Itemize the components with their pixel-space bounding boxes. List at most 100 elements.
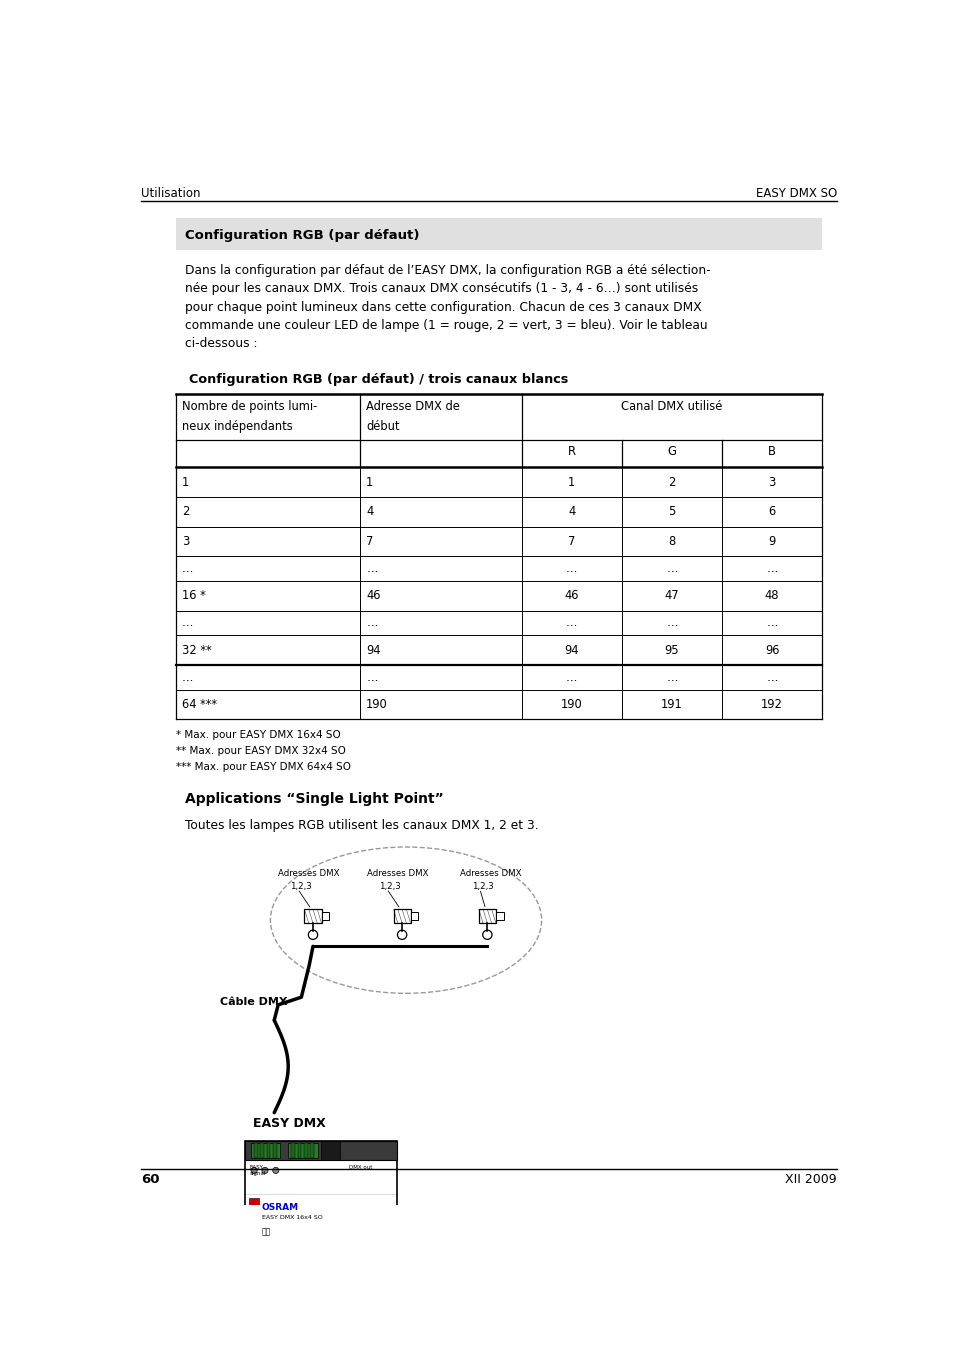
Bar bbox=[300, 1267, 308, 1277]
Text: 48: 48 bbox=[764, 589, 779, 603]
Bar bbox=[275, 1267, 283, 1277]
FancyArrow shape bbox=[496, 913, 503, 921]
Bar bbox=[355, 1282, 359, 1297]
Text: *** Max. pour EASY DMX 64x4 SO: *** Max. pour EASY DMX 64x4 SO bbox=[175, 762, 351, 772]
Bar bbox=[280, 1282, 284, 1297]
Text: 1: 1 bbox=[567, 475, 575, 489]
Text: 2: 2 bbox=[667, 475, 675, 489]
Text: 1: 1 bbox=[182, 475, 189, 489]
Text: EASY
signal: EASY signal bbox=[249, 1164, 266, 1175]
Text: …: … bbox=[366, 562, 377, 575]
Text: 94: 94 bbox=[564, 643, 578, 657]
Text: …: … bbox=[765, 616, 777, 630]
Text: R: R bbox=[567, 445, 576, 458]
Bar bbox=[273, 1143, 276, 1159]
Text: 2: 2 bbox=[182, 505, 190, 519]
Text: 16 *: 16 * bbox=[182, 589, 206, 603]
Text: 95: 95 bbox=[664, 643, 679, 657]
Text: 1,2,3: 1,2,3 bbox=[290, 883, 312, 891]
Bar bbox=[249, 1198, 258, 1215]
Text: pour chaque point lumineux dans cette configuration. Chacun de ces 3 canaux DMX: pour chaque point lumineux dans cette co… bbox=[185, 301, 701, 314]
Text: DMX out: DMX out bbox=[349, 1164, 373, 1170]
Text: 46: 46 bbox=[564, 589, 578, 603]
Text: G: G bbox=[667, 445, 676, 458]
Text: * Max. pour EASY DMX 16x4 SO: * Max. pour EASY DMX 16x4 SO bbox=[175, 730, 340, 741]
Text: …: … bbox=[565, 616, 577, 630]
Text: 191: 191 bbox=[660, 697, 682, 711]
Text: 5: 5 bbox=[667, 505, 675, 519]
Text: Nombre de points lumi-: Nombre de points lumi- bbox=[182, 399, 317, 413]
Bar bbox=[349, 1282, 353, 1297]
Bar bbox=[313, 1267, 320, 1277]
Bar bbox=[253, 1143, 257, 1159]
Text: XII 2009: XII 2009 bbox=[784, 1174, 836, 1186]
Bar bbox=[336, 1282, 340, 1297]
Bar bbox=[245, 1280, 396, 1298]
Bar bbox=[260, 1143, 264, 1159]
Text: …: … bbox=[366, 670, 377, 684]
Text: Adresses DMX: Adresses DMX bbox=[459, 868, 521, 877]
Text: EASY DMX 16x4 SO: EASY DMX 16x4 SO bbox=[261, 1215, 322, 1220]
Text: Applications “Single Light Point”: Applications “Single Light Point” bbox=[185, 792, 443, 807]
Text: 8: 8 bbox=[667, 535, 675, 548]
Bar bbox=[293, 1282, 296, 1297]
Text: …: … bbox=[182, 670, 193, 684]
Text: Utilisation: Utilisation bbox=[141, 187, 200, 200]
Bar bbox=[245, 1141, 396, 1160]
Text: 7: 7 bbox=[567, 535, 575, 548]
Text: 94: 94 bbox=[366, 643, 380, 657]
Text: 190: 190 bbox=[366, 697, 388, 711]
Text: 4: 4 bbox=[567, 505, 575, 519]
Bar bbox=[478, 910, 496, 923]
Bar bbox=[263, 1267, 271, 1277]
Circle shape bbox=[251, 1167, 257, 1174]
Text: Configuration RGB (par défaut): Configuration RGB (par défaut) bbox=[185, 229, 419, 242]
Text: EASY DMX: EASY DMX bbox=[253, 1117, 325, 1129]
Text: 1: 1 bbox=[366, 475, 373, 489]
Text: 3: 3 bbox=[182, 535, 190, 548]
Circle shape bbox=[308, 930, 317, 940]
Bar bbox=[288, 1143, 317, 1159]
Text: …: … bbox=[565, 562, 577, 575]
Text: ⒸⒺ: ⒸⒺ bbox=[261, 1227, 271, 1236]
Circle shape bbox=[482, 930, 492, 940]
Text: Adresses DMX: Adresses DMX bbox=[278, 868, 339, 877]
FancyArrow shape bbox=[321, 913, 329, 921]
Bar bbox=[334, 1282, 363, 1297]
Bar bbox=[288, 1267, 295, 1277]
Text: 3: 3 bbox=[767, 475, 775, 489]
Text: Adresses DMX: Adresses DMX bbox=[367, 868, 428, 877]
Text: début: début bbox=[366, 420, 399, 433]
Text: 7: 7 bbox=[366, 535, 374, 548]
Circle shape bbox=[273, 1167, 278, 1174]
Bar bbox=[303, 1143, 307, 1159]
Text: 46: 46 bbox=[366, 589, 380, 603]
Text: 47: 47 bbox=[664, 589, 679, 603]
Text: …: … bbox=[765, 670, 777, 684]
Text: Configuration RGB (par défaut) / trois canaux blancs: Configuration RGB (par défaut) / trois c… bbox=[189, 372, 568, 386]
Text: 32 **: 32 ** bbox=[182, 643, 212, 657]
Text: 96: 96 bbox=[764, 643, 779, 657]
Text: Adresse DMX de: Adresse DMX de bbox=[366, 399, 459, 413]
Text: …: … bbox=[182, 562, 193, 575]
Bar bbox=[310, 1143, 314, 1159]
Bar bbox=[394, 910, 410, 923]
Bar bbox=[320, 1141, 340, 1160]
Text: 1,2,3: 1,2,3 bbox=[472, 883, 493, 891]
Bar bbox=[175, 218, 821, 250]
Text: …: … bbox=[765, 562, 777, 575]
Bar bbox=[245, 1141, 396, 1298]
Text: 4: 4 bbox=[366, 505, 373, 519]
Text: B: B bbox=[767, 445, 776, 458]
Circle shape bbox=[397, 930, 406, 940]
Text: Câble DMX: Câble DMX bbox=[220, 997, 287, 1007]
Text: 9: 9 bbox=[768, 535, 775, 548]
Bar bbox=[286, 1282, 291, 1297]
Text: …: … bbox=[665, 562, 677, 575]
FancyArrow shape bbox=[410, 913, 418, 921]
Bar bbox=[343, 1282, 347, 1297]
Bar bbox=[277, 1282, 307, 1297]
Text: …: … bbox=[366, 616, 377, 630]
Bar bbox=[251, 1143, 280, 1159]
Text: …: … bbox=[565, 670, 577, 684]
